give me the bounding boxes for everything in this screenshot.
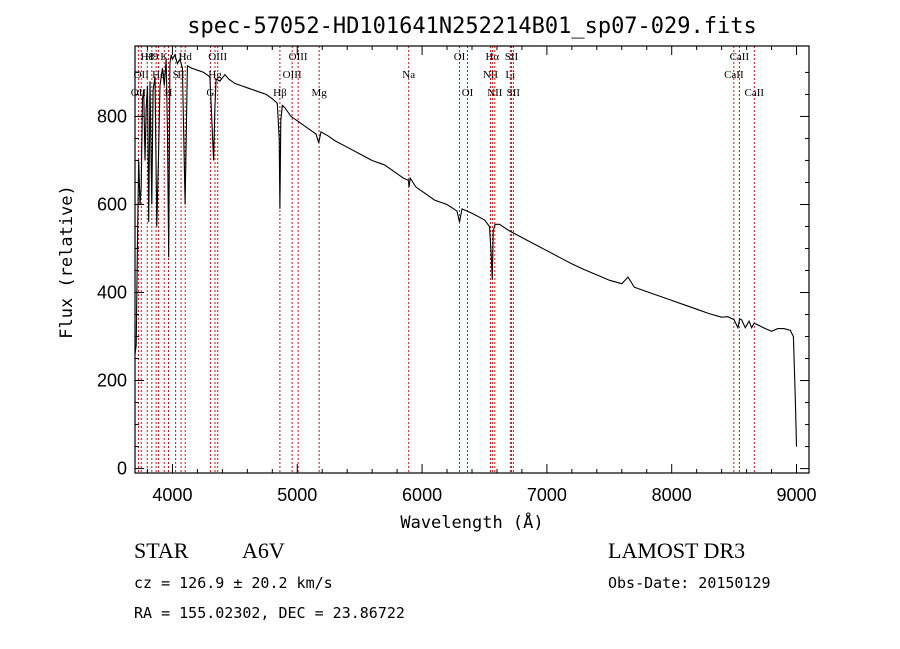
line-marker-label-28: CaII bbox=[730, 51, 750, 63]
line-marker-label-15: OIII bbox=[283, 69, 302, 81]
obs-date-text: Obs-Date: 20150129 bbox=[608, 574, 771, 592]
x-axis-ticks: 4000 5000 6000 7000 8000 9000 bbox=[146, 46, 817, 505]
subclass-label: A6V bbox=[242, 538, 285, 563]
line-marker-label-17: Mg bbox=[311, 87, 327, 99]
chart-title: spec-57052-HD101641N252214B01_sp07-029.f… bbox=[187, 14, 757, 39]
line-marker-label-25: SII bbox=[505, 51, 519, 63]
line-marker-label-22: Hα bbox=[485, 51, 499, 63]
line-marker-label-18: Na bbox=[402, 69, 415, 81]
y-axis-ticks: 0 200 400 600 800 bbox=[97, 71, 809, 479]
line-marker-label-19: OI bbox=[454, 51, 466, 63]
y-tick-label: 800 bbox=[97, 106, 127, 126]
survey-label: LAMOST DR3 bbox=[608, 538, 745, 563]
plot-frame bbox=[134, 45, 810, 474]
line-marker-label-12: Hg bbox=[208, 69, 222, 81]
x-tick-label: 6000 bbox=[402, 485, 442, 505]
line-marker-label-14: Hβ bbox=[273, 87, 287, 99]
line-marker-label-23: NII bbox=[487, 87, 503, 99]
y-tick-label: 600 bbox=[97, 194, 127, 214]
line-marker-label-13: OIII bbox=[208, 51, 227, 63]
line-marker-label-24: Li bbox=[505, 69, 515, 81]
line-marker-label-21: NII bbox=[483, 69, 499, 81]
line-marker-label-6: K bbox=[160, 51, 168, 63]
x-tick-label: 8000 bbox=[652, 485, 692, 505]
y-axis-title: Flux (relative) bbox=[57, 185, 77, 339]
spectrum-series-line bbox=[134, 53, 798, 447]
line-marker-label-2: H8 bbox=[141, 51, 155, 63]
line-marker-label-9: II bbox=[177, 69, 185, 81]
y-tick-label: 400 bbox=[97, 283, 127, 303]
redshift-text: cz = 126.9 ± 20.2 km/s bbox=[134, 574, 333, 592]
line-marker-label-10: Hd bbox=[178, 51, 192, 63]
x-tick-label: 9000 bbox=[776, 485, 816, 505]
line-marker-label-26: SII bbox=[507, 87, 521, 99]
line-marker-label-8: S bbox=[173, 69, 179, 81]
line-marker-label-3: H9 bbox=[145, 51, 159, 63]
y-tick-label: 0 bbox=[117, 459, 127, 479]
line-marker-label-7: H bbox=[164, 87, 172, 99]
line-marker-label-16: OIII bbox=[289, 51, 308, 63]
x-tick-label: 7000 bbox=[527, 485, 567, 505]
x-tick-label: 4000 bbox=[152, 485, 192, 505]
line-marker-label-27: CaII bbox=[724, 69, 744, 81]
class-label: STAR bbox=[134, 538, 189, 563]
line-markers: OIIOIIH8H9HeKHSIIHdGHgOIIIHβOIIIOIIIMgNa… bbox=[131, 46, 765, 473]
coords-text: RA = 155.02302, DEC = 23.86722 bbox=[134, 604, 405, 622]
line-marker-label-20: OI bbox=[462, 87, 474, 99]
line-marker-label-29: CaII bbox=[745, 87, 765, 99]
x-axis-title: Wavelength (Å) bbox=[400, 511, 543, 533]
x-tick-label: 5000 bbox=[277, 485, 317, 505]
y-tick-label: 200 bbox=[97, 371, 127, 391]
